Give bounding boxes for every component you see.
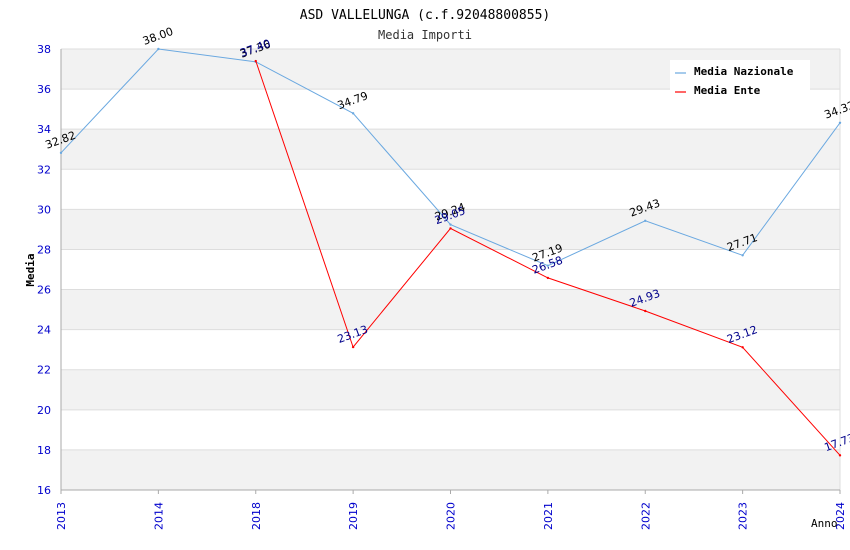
x-tick-label: 2024 [834, 502, 847, 530]
legend-box [670, 60, 810, 100]
data-label: 17.73 [823, 431, 850, 454]
y-tick-label: 26 [37, 284, 51, 297]
legend: Media Nazionale Media Ente [670, 60, 810, 100]
x-tick-label: 2020 [445, 502, 458, 530]
data-point [254, 59, 257, 63]
y-tick-label: 16 [37, 484, 51, 497]
background-bands [61, 49, 840, 490]
y-tick-label: 32 [37, 163, 51, 176]
y-tick-label: 20 [37, 404, 51, 417]
x-axis-ticks: 2013 2014 2018 2019 2020 2021 2022 2023 2024 [55, 490, 847, 530]
y-axis-label: Media [24, 253, 37, 286]
data-point [449, 223, 452, 226]
x-tick-label: 2023 [737, 502, 750, 530]
gridlines [61, 48, 841, 491]
background-band [61, 369, 840, 410]
background-band [61, 449, 840, 490]
data-label: 38.00 [141, 25, 175, 48]
data-point [741, 346, 744, 349]
legend-label-media-nazionale: Media Nazionale [694, 65, 794, 78]
legend-label-media-ente: Media Ente [694, 84, 761, 97]
x-tick-label: 2018 [250, 502, 263, 530]
chart-subtitle: Media Importi [378, 28, 472, 42]
data-point [741, 254, 744, 257]
y-tick-label: 24 [37, 324, 51, 337]
x-tick-label: 2019 [347, 502, 360, 530]
series-lines [59, 47, 842, 457]
data-point [157, 47, 160, 51]
data-point [644, 309, 647, 313]
chart-title: ASD VALLELUNGA (c.f.92048800855) [300, 8, 550, 23]
data-label: 34.32 [823, 99, 850, 122]
data-point [351, 112, 355, 115]
x-tick-label: 2013 [55, 502, 68, 530]
y-axis-ticks: 16 18 20 22 24 26 28 30 32 34 36 38 [37, 43, 51, 497]
x-tick-label: 2021 [542, 502, 555, 530]
data-point [449, 227, 452, 230]
data-point [644, 219, 647, 222]
y-tick-label: 30 [37, 203, 51, 216]
background-band [61, 289, 840, 330]
y-tick-label: 38 [37, 43, 51, 56]
y-tick-label: 34 [37, 123, 51, 136]
data-point [351, 345, 355, 349]
data-point [59, 151, 63, 155]
x-axis-label: Anno [811, 517, 838, 530]
background-band [61, 129, 840, 170]
data-label: 34.79 [336, 89, 370, 112]
y-tick-label: 36 [37, 83, 51, 96]
data-point [546, 264, 550, 267]
y-tick-label: 28 [37, 243, 51, 256]
data-point [838, 454, 842, 457]
data-point [546, 276, 550, 280]
y-tick-label: 22 [37, 364, 51, 377]
y-tick-label: 18 [37, 444, 51, 457]
data-point [838, 121, 842, 124]
x-tick-label: 2022 [639, 502, 652, 530]
x-tick-label: 2014 [152, 502, 165, 530]
